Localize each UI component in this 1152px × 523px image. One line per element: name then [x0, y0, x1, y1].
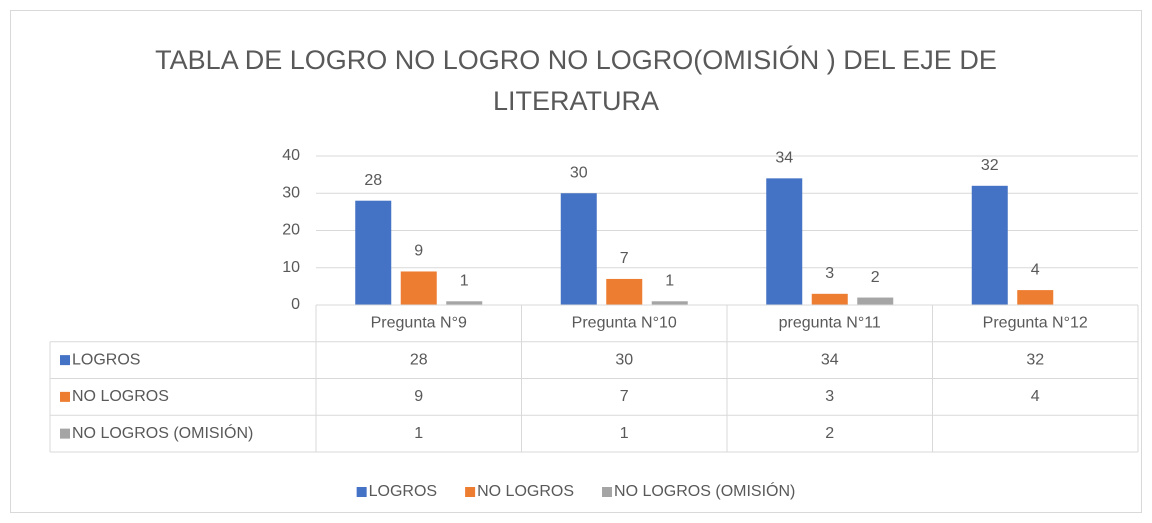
table-legend-key: [60, 391, 70, 402]
data-label: 1: [460, 272, 469, 289]
data-label: 4: [1031, 261, 1040, 278]
bar: [857, 297, 894, 305]
x-tick-label: Pregunta N°12: [983, 315, 1088, 332]
bar: [811, 293, 848, 305]
table-cell: 28: [410, 351, 428, 368]
bar: [400, 271, 437, 305]
table-cell: 1: [414, 425, 423, 442]
y-tick-label: 30: [282, 184, 300, 201]
table-cell: 32: [1026, 351, 1044, 368]
data-label: 1: [665, 272, 674, 289]
table-legend-key: [60, 355, 70, 366]
bar: [1017, 290, 1054, 305]
table-cell: 1: [620, 425, 629, 442]
table-cell: 9: [414, 388, 423, 405]
bar: [355, 200, 392, 305]
x-tick-label: Pregunta N°9: [371, 315, 467, 332]
data-label: 28: [364, 172, 382, 189]
bar: [766, 178, 803, 305]
legend-label: NO LOGROS (OMISIÓN): [614, 481, 795, 500]
bar: [651, 301, 688, 305]
y-tick-label: 10: [282, 259, 300, 276]
table-cell: 30: [615, 351, 633, 368]
table-cell: 2: [825, 425, 834, 442]
table-cell: 3: [825, 388, 834, 405]
x-tick-label: pregunta N°11: [779, 315, 881, 332]
y-tick-label: 20: [282, 222, 300, 239]
y-tick-label: 0: [291, 296, 300, 313]
data-label: 2: [871, 269, 880, 286]
data-label: 3: [825, 265, 834, 282]
table-cell: 34: [821, 351, 839, 368]
data-label: 34: [775, 150, 793, 167]
legend-key: [465, 487, 476, 497]
table-row-label: LOGROS: [72, 351, 140, 368]
legend-label: LOGROS: [369, 483, 437, 500]
table-row-label: NO LOGROS: [72, 388, 169, 405]
legend-label: NO LOGROS: [477, 483, 574, 500]
x-tick-label: Pregunta N°10: [572, 315, 677, 332]
y-tick-label: 40: [282, 147, 300, 164]
table-cell: 4: [1031, 388, 1040, 405]
data-label: 9: [414, 243, 423, 260]
bar: [446, 301, 483, 305]
data-label: 30: [570, 164, 588, 181]
bar: [560, 193, 597, 305]
chart-title: TABLA DE LOGRO NO LOGRO NO LOGRO(OMISIÓN…: [155, 45, 997, 116]
bar: [606, 278, 643, 305]
table-cell: 7: [620, 388, 629, 405]
data-label: 32: [981, 157, 999, 174]
legend-key: [602, 487, 613, 497]
table-row-label: NO LOGROS (OMISIÓN): [72, 423, 253, 442]
legend-key: [356, 487, 367, 497]
bar: [971, 185, 1008, 305]
data-label: 7: [620, 250, 629, 267]
table-legend-key: [60, 428, 70, 439]
